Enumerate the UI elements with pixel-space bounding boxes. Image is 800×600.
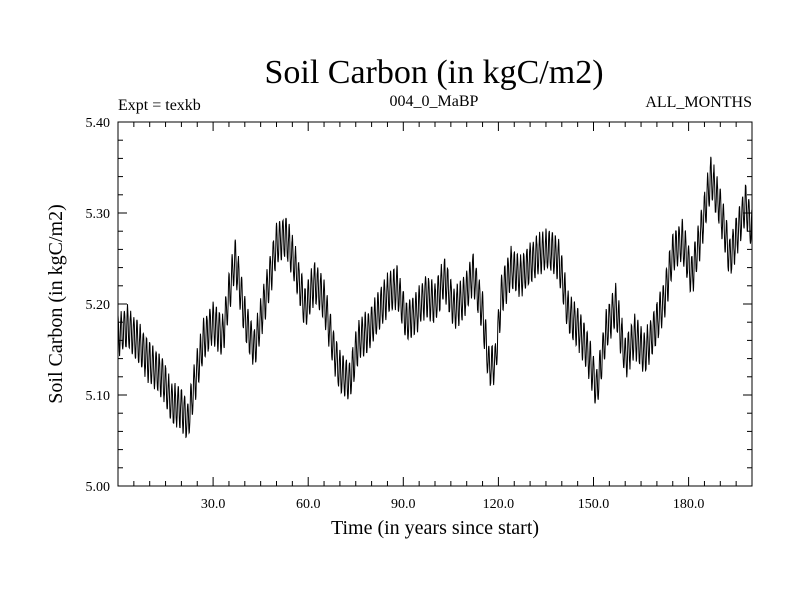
x-tick-label: 150.0 [578,497,610,512]
soil-carbon-series-line [117,156,753,439]
y-tick-label: 5.20 [86,298,111,313]
chart-title: Soil Carbon (in kgC/m2) [264,54,603,91]
experiment-label: Expt = texkb [118,97,201,114]
x-tick-label: 30.0 [201,497,226,512]
y-tick-label: 5.40 [86,116,111,131]
y-axis-label: Soil Carbon (in kgC/m2) [45,204,67,403]
axis-ticks [118,122,752,486]
y-tick-label: 5.10 [86,389,111,404]
months-label: ALL_MONTHS [645,94,752,111]
x-tick-label: 60.0 [296,497,321,512]
x-tick-label: 180.0 [673,497,705,512]
y-tick-label: 5.30 [86,207,111,222]
y-tick-label: 5.00 [86,480,111,495]
x-tick-label: 120.0 [483,497,515,512]
x-axis-label: Time (in years since start) [331,517,539,539]
axis-tick-labels: 30.0 60.0 90.0 120.0 150.0 180.0 5.00 5.10 5.20 5… [86,116,705,512]
run-label: 004_0_MaBP [390,93,479,110]
x-tick-label: 90.0 [391,497,416,512]
